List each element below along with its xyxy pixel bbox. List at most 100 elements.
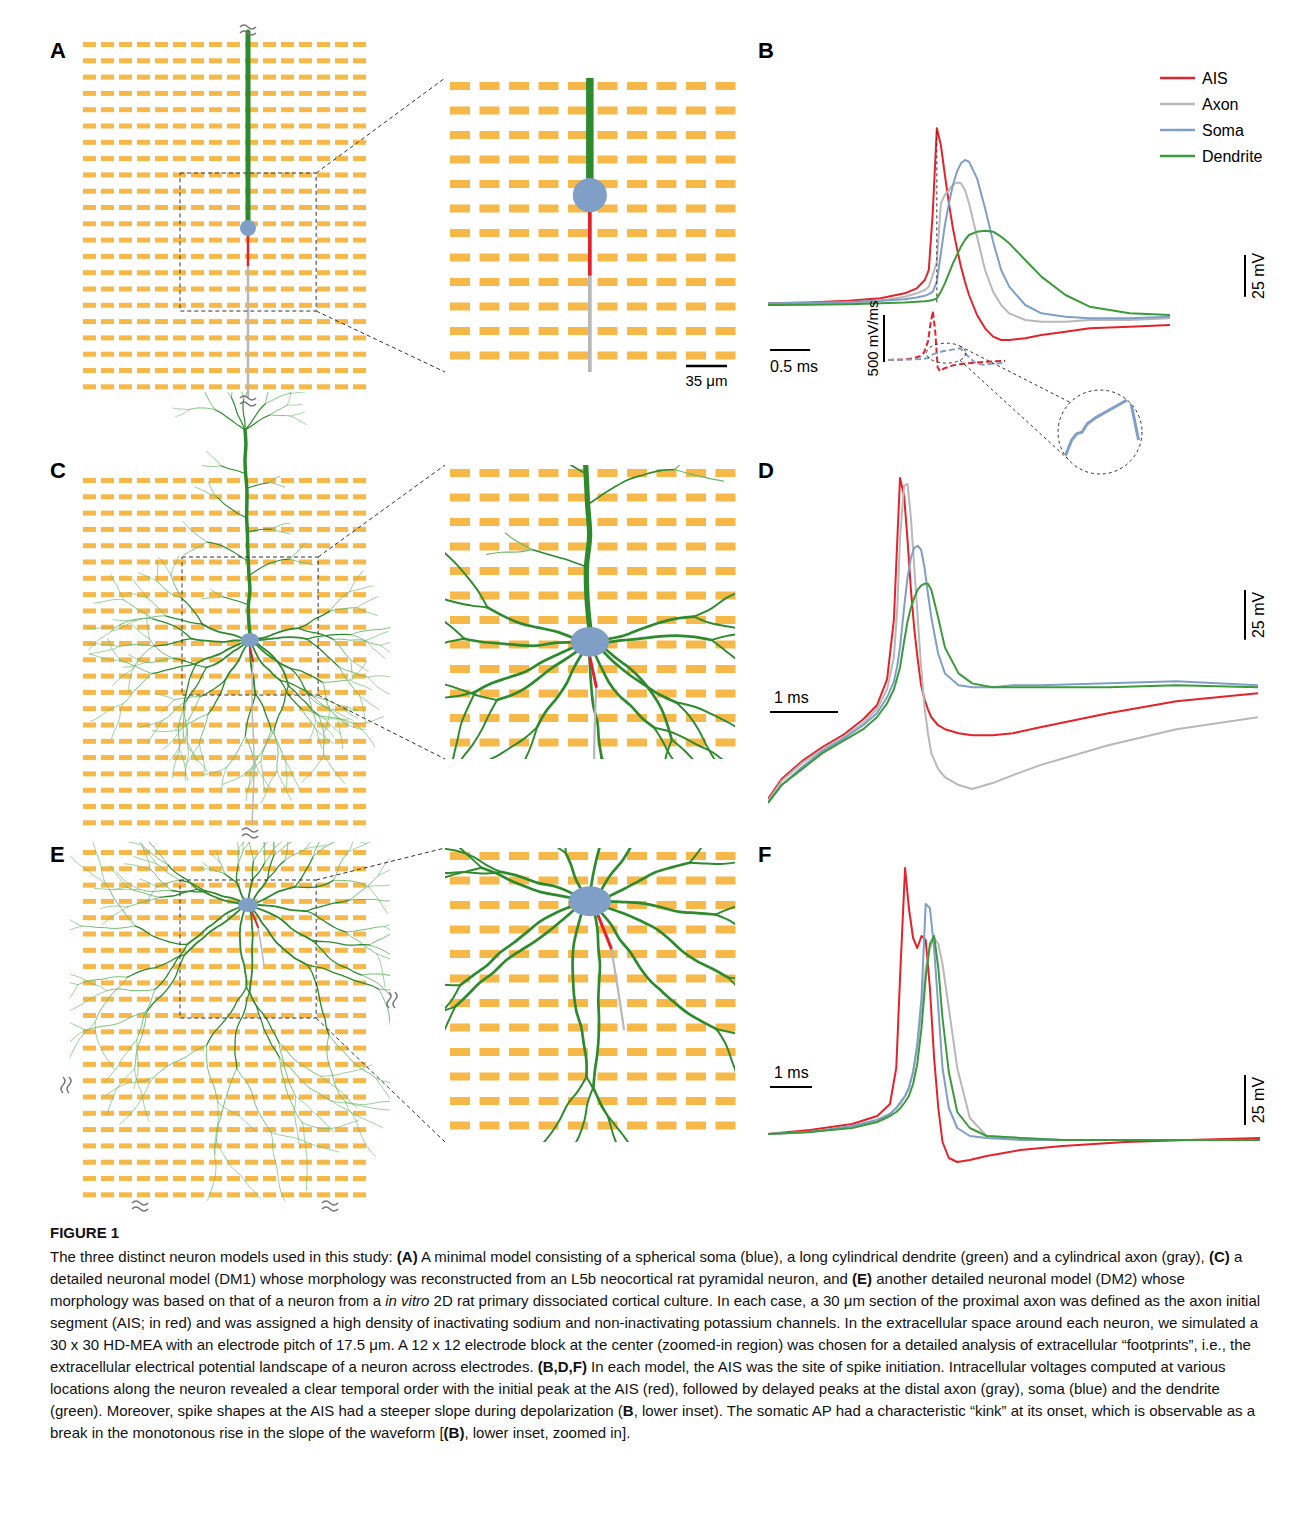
dendrite — [307, 634, 351, 639]
electrode — [209, 1013, 222, 1018]
electrode — [281, 58, 294, 63]
electrode — [509, 592, 529, 600]
dendrite — [351, 660, 369, 672]
scale-bar-label: 0.5 ms — [770, 358, 818, 375]
dendrite — [445, 868, 482, 885]
electrode — [335, 58, 348, 63]
dendrite — [207, 451, 221, 466]
electrode — [119, 560, 132, 565]
dendrite — [291, 412, 304, 416]
electrode — [480, 1073, 500, 1081]
electrode — [173, 755, 186, 760]
electrode — [83, 1013, 96, 1018]
electrode — [119, 140, 132, 145]
electrode — [299, 221, 312, 226]
dendrite — [202, 466, 221, 467]
dendrite — [377, 954, 385, 987]
dendrite — [313, 842, 340, 857]
dendrite — [285, 849, 306, 861]
electrode — [209, 221, 222, 226]
electrode — [480, 999, 500, 1007]
electrode — [627, 926, 647, 934]
electrode — [598, 469, 618, 477]
electrode — [353, 527, 366, 532]
electrode — [335, 1176, 348, 1181]
dendrite — [712, 640, 735, 700]
electrode — [335, 1078, 348, 1083]
dendrite — [253, 863, 265, 879]
electrode — [281, 560, 294, 565]
electrode — [209, 42, 222, 47]
electrode — [353, 932, 366, 937]
trace-line — [768, 160, 1170, 318]
dendrite — [189, 408, 215, 410]
electrode — [480, 1097, 500, 1105]
electrode — [317, 58, 330, 63]
electrode — [317, 478, 330, 483]
electrode — [509, 107, 529, 115]
electrode — [101, 270, 114, 275]
electrode — [83, 850, 96, 855]
electrode — [657, 254, 677, 262]
electrode — [263, 739, 276, 744]
dendrite — [602, 650, 676, 702]
electrode — [539, 82, 559, 90]
electrode — [509, 278, 529, 286]
dendrite — [308, 965, 329, 1035]
dendrite — [464, 639, 572, 646]
electrode — [173, 335, 186, 340]
electrode — [450, 592, 470, 600]
electrode — [191, 576, 204, 581]
electrode — [155, 625, 168, 630]
electrode — [317, 91, 330, 96]
electrode — [101, 511, 114, 516]
dendrite — [137, 989, 155, 1040]
electrode — [83, 527, 96, 532]
electrode — [101, 820, 114, 825]
electrode — [83, 576, 96, 581]
electrode — [335, 690, 348, 695]
electrode — [191, 511, 204, 516]
electrode — [101, 690, 114, 695]
electrode — [716, 1122, 736, 1130]
dendrite — [675, 470, 724, 482]
electrode — [101, 739, 114, 744]
electrode — [191, 254, 204, 259]
dendrite — [221, 466, 246, 474]
electrode — [191, 319, 204, 324]
electrode — [299, 42, 312, 47]
break-stroke — [132, 1201, 148, 1205]
electrode — [317, 319, 330, 324]
electrode — [227, 58, 240, 63]
electrode — [83, 303, 96, 308]
electrode — [353, 287, 366, 292]
electrode — [245, 1062, 258, 1067]
dendrite — [95, 977, 127, 1022]
electrode — [539, 1024, 559, 1032]
electrode — [299, 205, 312, 210]
electrode — [101, 576, 114, 581]
dendrite — [593, 1087, 657, 1142]
trace-line — [768, 231, 1170, 315]
electrode — [209, 576, 222, 581]
dendrite — [216, 1069, 236, 1141]
dendrite — [316, 721, 334, 737]
panel-label: A — [50, 38, 66, 63]
electrode — [209, 384, 222, 389]
dendrite — [351, 660, 353, 680]
electrode — [716, 469, 736, 477]
electrode — [627, 156, 647, 164]
electrode — [137, 238, 150, 243]
electrode — [299, 788, 312, 793]
dendrite — [269, 483, 285, 488]
electrode — [598, 616, 618, 624]
dendrite — [319, 716, 324, 755]
figure: 35 μmABCDEFAISAxonSomaDendrite0.5 ms25 m… — [0, 0, 1291, 1517]
electrode — [353, 270, 366, 275]
electrode — [245, 1192, 258, 1197]
electrode — [155, 287, 168, 292]
electrode — [299, 608, 312, 613]
electrode — [353, 205, 366, 210]
dendrite — [115, 619, 153, 628]
electrode — [155, 42, 168, 47]
